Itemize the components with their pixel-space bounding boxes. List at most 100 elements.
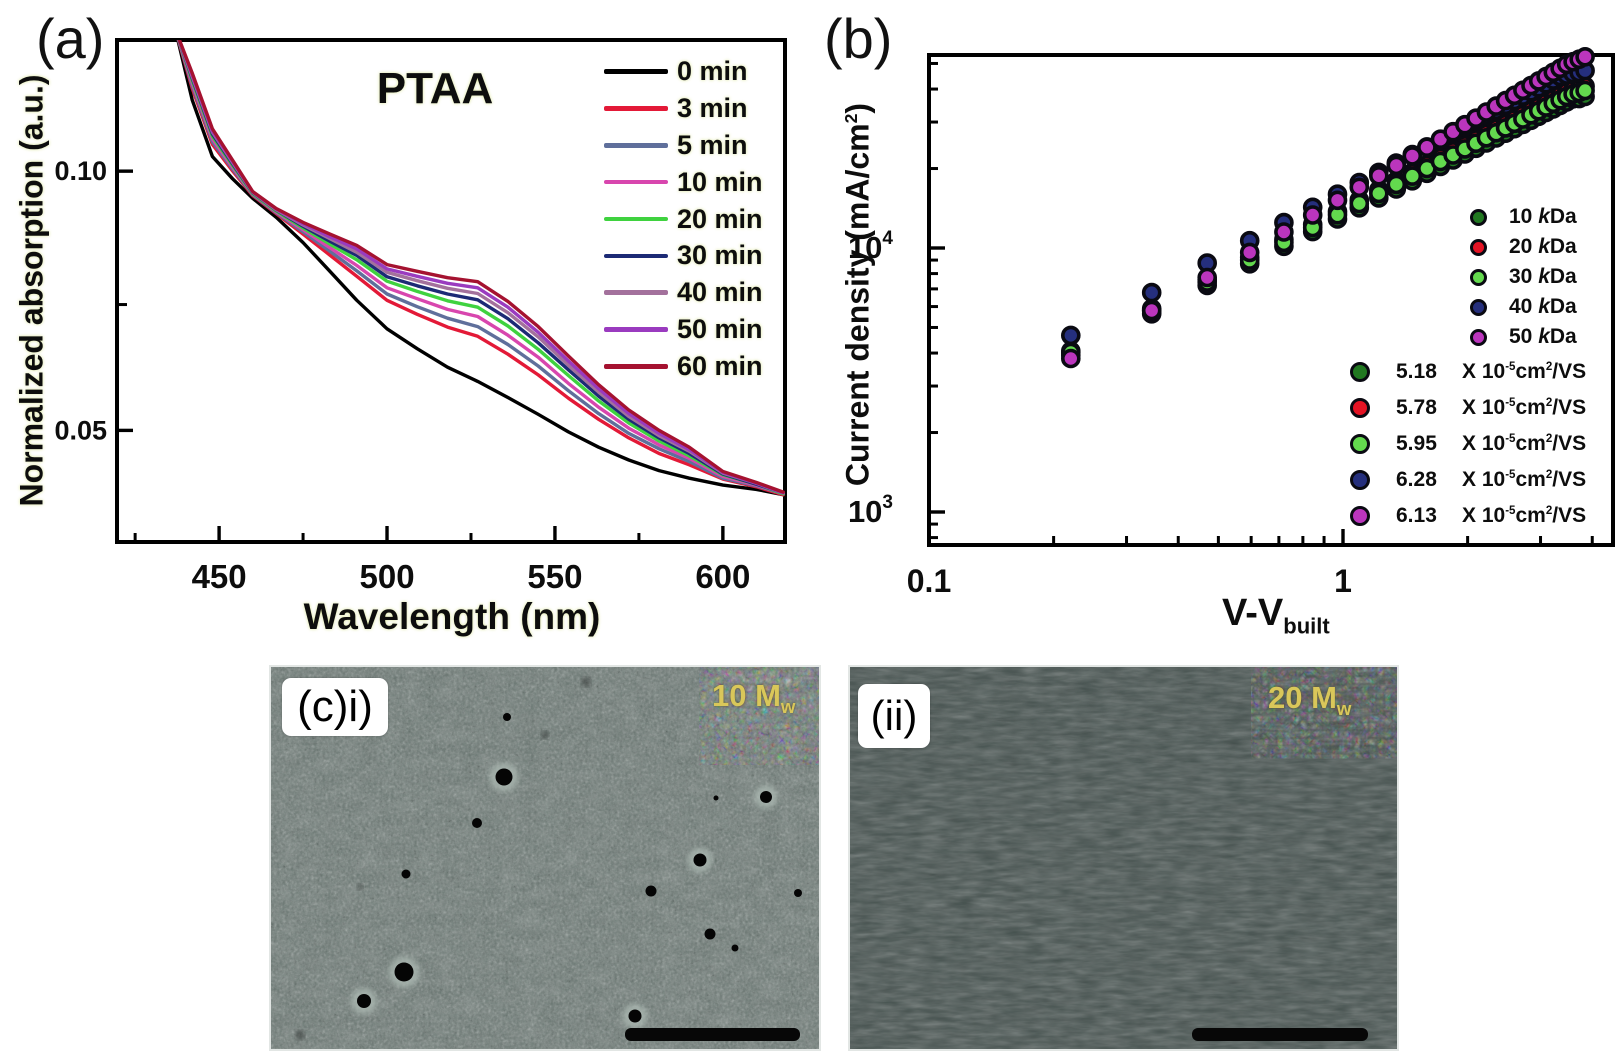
legend-color-line [604, 216, 668, 222]
sem2-scalebar [1192, 1028, 1368, 1041]
sem-image-20mw [849, 666, 1398, 1050]
series-marker-icon [1350, 362, 1370, 382]
kda-legend-label: 20 kDa [1509, 235, 1577, 258]
kda-legend-label: 10 kDa [1509, 205, 1577, 228]
legend-label: 0 min [677, 55, 748, 86]
x-tick-label: 500 [359, 558, 414, 595]
sem2-tag-text: 20 M [1268, 680, 1337, 715]
legend-a-row: 5 min [604, 127, 763, 164]
pinhole-dot [645, 885, 657, 897]
pinhole-dot [401, 869, 411, 879]
kda-legend-label: 40 kDa [1509, 295, 1577, 318]
legend-a-row: 20 min [604, 201, 763, 238]
mobility-legend-row: 5.78 X 10-5cm2/VS [1350, 390, 1586, 426]
legend-color-line [604, 253, 668, 259]
series-marker-icon [1470, 328, 1487, 346]
pinhole-dot [760, 791, 772, 803]
scale-bar [625, 1028, 800, 1041]
pinhole-dot [731, 944, 739, 952]
pinhole-dot [794, 889, 802, 897]
legend-label: 40 min [677, 277, 763, 308]
pinhole-dot [503, 713, 511, 721]
x-tick-label: 600 [695, 558, 750, 595]
molecular-weight-legend: 10 kDa 20 kDa 30 kDa 40 kDa 50 kDa [1470, 202, 1577, 352]
pinhole-dot [713, 795, 719, 801]
kda-legend-label: 30 kDa [1509, 265, 1577, 288]
absorption-axis-label: Normalized absorption (a.u.) [13, 74, 50, 507]
pinhole-dot [628, 1009, 642, 1023]
kda-legend-row: 30 kDa [1470, 262, 1577, 292]
series-marker-icon [1470, 238, 1487, 256]
mobility-legend-label: 5.18 X 10-5cm2/VS [1396, 360, 1587, 383]
legend-a-row: 10 min [604, 164, 763, 201]
sem1-tag-subscript: w [780, 696, 796, 718]
panel-a-tag: (a) [36, 7, 105, 70]
pinhole-dot [295, 1030, 305, 1040]
voltage-axis-label: V-Vbuilt [1222, 592, 1330, 640]
mobility-legend-row: 5.95 X 10-5cm2/VS [1350, 426, 1586, 462]
legend-label: 60 min [677, 351, 763, 382]
mobility-legend-label: 6.13 X 10-5cm2/VS [1396, 504, 1587, 527]
series-marker-icon [1350, 434, 1370, 454]
voltage-label-subscript: built [1283, 613, 1330, 639]
sem2-molecular-weight-tag: 20 Mw [1268, 680, 1351, 720]
legend-a-row: 3 min [604, 90, 763, 127]
x-tick-label: 1 [1334, 563, 1352, 599]
panel-c2-label-box: (ii) [858, 684, 930, 748]
legend-color-line [604, 142, 668, 148]
legend-a-row: 30 min [604, 237, 763, 274]
chart-a-frame [115, 38, 787, 544]
pinhole-dot [581, 677, 591, 687]
mobility-legend-label: 5.78 X 10-5cm2/VS [1396, 396, 1587, 419]
kda-legend-row: 50 kDa [1470, 322, 1577, 352]
legend-color-line [604, 364, 668, 369]
sem1-scalebar [625, 1028, 800, 1041]
legend-a-row: 0 min [604, 53, 763, 90]
sem2-tag-subscript: w [1336, 698, 1352, 720]
legend-color-line [604, 106, 668, 111]
sem1-molecular-weight-tag: 10 Mw [712, 678, 795, 718]
y-tick-label: 0.10 [54, 156, 107, 186]
scatter-series-50-kDa [1061, 46, 1595, 369]
absorption-curve-60-min [177, 40, 785, 494]
panel-c1-label-box: (c)i) [282, 678, 388, 736]
absorption-curves [176, 40, 785, 497]
series-marker-icon [1470, 208, 1487, 226]
scale-bar [1192, 1028, 1368, 1041]
chart-b-frame [927, 53, 1615, 547]
legend-label: 30 min [677, 240, 763, 271]
series-marker-icon [1470, 298, 1487, 316]
series-marker-icon [1350, 470, 1370, 490]
legend-label: 3 min [677, 92, 748, 123]
chart-a-legend: 0 min 3 min 5 min 10 min 20 min 30 min 40 min 5… [604, 53, 763, 385]
chart-a-ticks: 450 500 550 600 0.10 0.05 [54, 156, 750, 595]
sem1-pinholes [295, 677, 802, 1040]
mobility-legend-row: 5.18 X 10-5cm2/VS [1350, 354, 1586, 390]
absorption-chart: 450 500 550 600 0.10 0.05 [54, 38, 787, 595]
current-density-label-close: ) [839, 102, 876, 114]
x-tick-label: 550 [527, 558, 582, 595]
pinhole-dot [357, 884, 363, 890]
mobility-legend-label: 5.95 X 10-5cm2/VS [1396, 432, 1587, 455]
legend-color-line [604, 179, 668, 185]
sem2-tag-patch [1258, 666, 1398, 754]
y-tick-label: 0.05 [54, 415, 107, 445]
kda-legend-label: 50 kDa [1509, 325, 1577, 348]
sem1-tag-patch [705, 666, 820, 760]
series-marker-icon [1470, 268, 1487, 286]
pinhole-dot [357, 994, 371, 1008]
pinhole-dot [394, 962, 414, 982]
panel-c2-label: (ii) [870, 692, 918, 739]
chart-a-title: PTAA [376, 64, 494, 113]
mobility-legend-row: 6.28 X 10-5cm2/VS [1350, 462, 1586, 498]
series-marker-icon [1350, 506, 1370, 526]
panel-c1-label: (c)i) [297, 682, 373, 731]
current-density-label-exponent: 2 [840, 113, 861, 124]
legend-a-row: 50 min [604, 311, 763, 348]
pinhole-dot [495, 768, 513, 786]
kda-legend-row: 20 kDa [1470, 232, 1577, 262]
legend-color-line [604, 290, 668, 296]
